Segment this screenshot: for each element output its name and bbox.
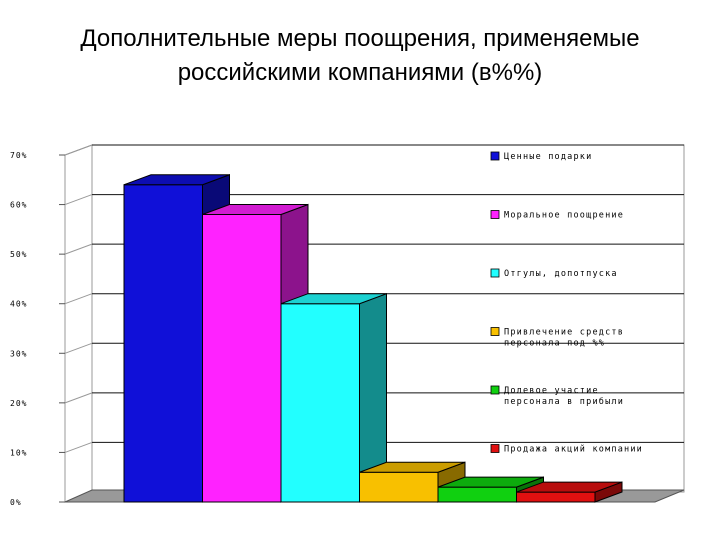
legend-entry: Моральное поощрение — [490, 210, 624, 221]
bar-top — [280, 293, 387, 305]
bar — [280, 292, 387, 503]
legend-entry: Привлечение средств персонала под %% — [490, 327, 624, 349]
gridline-wall — [64, 342, 93, 354]
y-tick-label: 10% — [10, 448, 27, 457]
y-tick-label: 30% — [10, 349, 27, 358]
legend-swatch — [490, 268, 500, 278]
bar-top — [202, 203, 309, 215]
legend-label: Отгулы, допотпуска — [504, 269, 618, 279]
y-tick-label: 0% — [10, 498, 22, 507]
chart-title: Дополнительные меры поощрения, применяем… — [0, 22, 720, 90]
legend-entry: Долевое участие персонала в прибыли — [490, 385, 624, 407]
y-tick-label: 50% — [10, 250, 27, 259]
legend-label: Ценные подарки — [504, 152, 592, 162]
bar-top — [123, 174, 230, 186]
bar-front — [280, 303, 360, 503]
legend-swatch — [490, 444, 500, 453]
chart-title-line-2: российскими компаниями (в%%) — [177, 59, 543, 86]
bar-top — [516, 481, 623, 493]
legend-label: Привлечение средств персонала под %% — [504, 328, 624, 349]
gridline-wall — [64, 243, 93, 255]
legend-swatch — [490, 385, 500, 395]
gridline-wall — [64, 293, 93, 305]
bar — [516, 481, 623, 503]
y-tick-label: 20% — [10, 399, 27, 408]
bar-front — [516, 491, 596, 503]
legend-entry: Продажа акций компании — [490, 444, 643, 455]
bar-top — [437, 476, 544, 488]
gridline-wall — [64, 194, 93, 206]
legend-swatch — [490, 327, 500, 336]
legend-label: Долевое участие персонала в прибыли — [504, 386, 624, 407]
gridline-wall — [64, 441, 93, 453]
legend-label: Продажа акций компании — [504, 445, 643, 455]
chart-title-line-1: Дополнительные меры поощрения, применяем… — [80, 25, 640, 52]
y-tick-label: 60% — [10, 201, 27, 210]
bar-front — [123, 184, 203, 503]
chart-wall-left — [64, 144, 93, 503]
bar-front — [437, 486, 517, 503]
legend-label: Моральное поощрение — [504, 211, 624, 221]
bar-top — [359, 461, 466, 473]
gridline-wall — [64, 144, 93, 156]
legend-entry: Отгулы, допотпуска — [490, 268, 618, 279]
y-tick-label: 40% — [10, 300, 27, 309]
bar-front — [359, 471, 439, 503]
legend-entry: Ценные подарки — [490, 151, 592, 162]
legend-swatch — [490, 210, 500, 219]
y-tick-label: 70% — [10, 151, 27, 160]
legend-swatch — [490, 151, 500, 161]
bar-front — [202, 213, 282, 503]
gridline-wall — [64, 392, 93, 404]
